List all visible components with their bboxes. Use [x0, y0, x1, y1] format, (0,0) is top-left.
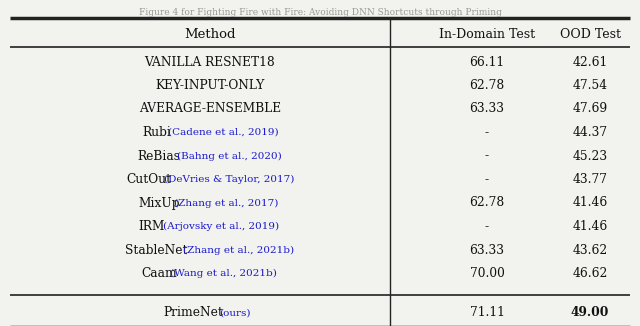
Text: (Cadene et al., 2019): (Cadene et al., 2019) [168, 128, 279, 137]
Text: 62.78: 62.78 [469, 197, 504, 210]
Text: (Arjovsky et al., 2019): (Arjovsky et al., 2019) [163, 222, 279, 231]
Text: 46.62: 46.62 [572, 267, 608, 280]
Text: ReBias: ReBias [138, 150, 180, 162]
Text: (DeVries & Taylor, 2017): (DeVries & Taylor, 2017) [164, 175, 294, 184]
Text: -: - [485, 220, 489, 233]
Text: CutOut: CutOut [127, 173, 172, 186]
Text: 44.37: 44.37 [572, 126, 607, 139]
Text: -: - [485, 173, 489, 186]
Text: 63.33: 63.33 [470, 244, 504, 257]
Text: (Zhang et al., 2017): (Zhang et al., 2017) [174, 199, 278, 208]
Text: (Zhang et al., 2021b): (Zhang et al., 2021b) [182, 245, 294, 255]
Text: (Wang et al., 2021b): (Wang et al., 2021b) [170, 269, 277, 278]
Text: KEY-INPUT-ONLY: KEY-INPUT-ONLY [156, 79, 265, 92]
Text: 43.77: 43.77 [573, 173, 607, 186]
Text: -: - [485, 126, 489, 139]
Text: MixUp: MixUp [138, 197, 180, 210]
Text: OOD Test: OOD Test [559, 28, 621, 41]
Text: 71.11: 71.11 [470, 306, 504, 319]
Text: Rubi: Rubi [142, 126, 171, 139]
Text: 47.69: 47.69 [572, 102, 607, 115]
Text: 42.61: 42.61 [572, 55, 607, 68]
Text: Method: Method [184, 28, 236, 41]
Text: VANILLA RESNET18: VANILLA RESNET18 [145, 55, 275, 68]
Text: (Bahng et al., 2020): (Bahng et al., 2020) [177, 152, 282, 161]
Text: IRM: IRM [138, 220, 165, 233]
Text: 43.62: 43.62 [572, 244, 607, 257]
Text: StableNet: StableNet [125, 244, 188, 257]
Text: -: - [485, 150, 489, 162]
Text: PrimeNet: PrimeNet [163, 306, 223, 319]
Text: AVERAGE-ENSEMBLE: AVERAGE-ENSEMBLE [139, 102, 281, 115]
Text: 66.11: 66.11 [469, 55, 504, 68]
Text: 70.00: 70.00 [470, 267, 504, 280]
Text: 41.46: 41.46 [572, 220, 607, 233]
Text: Caam: Caam [141, 267, 177, 280]
Text: 49.00: 49.00 [571, 306, 609, 319]
Text: (ours): (ours) [220, 308, 251, 318]
Text: 62.78: 62.78 [469, 79, 504, 92]
Text: In-Domain Test: In-Domain Test [439, 28, 535, 41]
Text: 63.33: 63.33 [470, 102, 504, 115]
Text: 45.23: 45.23 [572, 150, 607, 162]
Text: Figure 4 for Fighting Fire with Fire: Avoiding DNN Shortcuts through Priming: Figure 4 for Fighting Fire with Fire: Av… [139, 8, 501, 17]
Text: 47.54: 47.54 [572, 79, 607, 92]
Text: 41.46: 41.46 [572, 197, 607, 210]
